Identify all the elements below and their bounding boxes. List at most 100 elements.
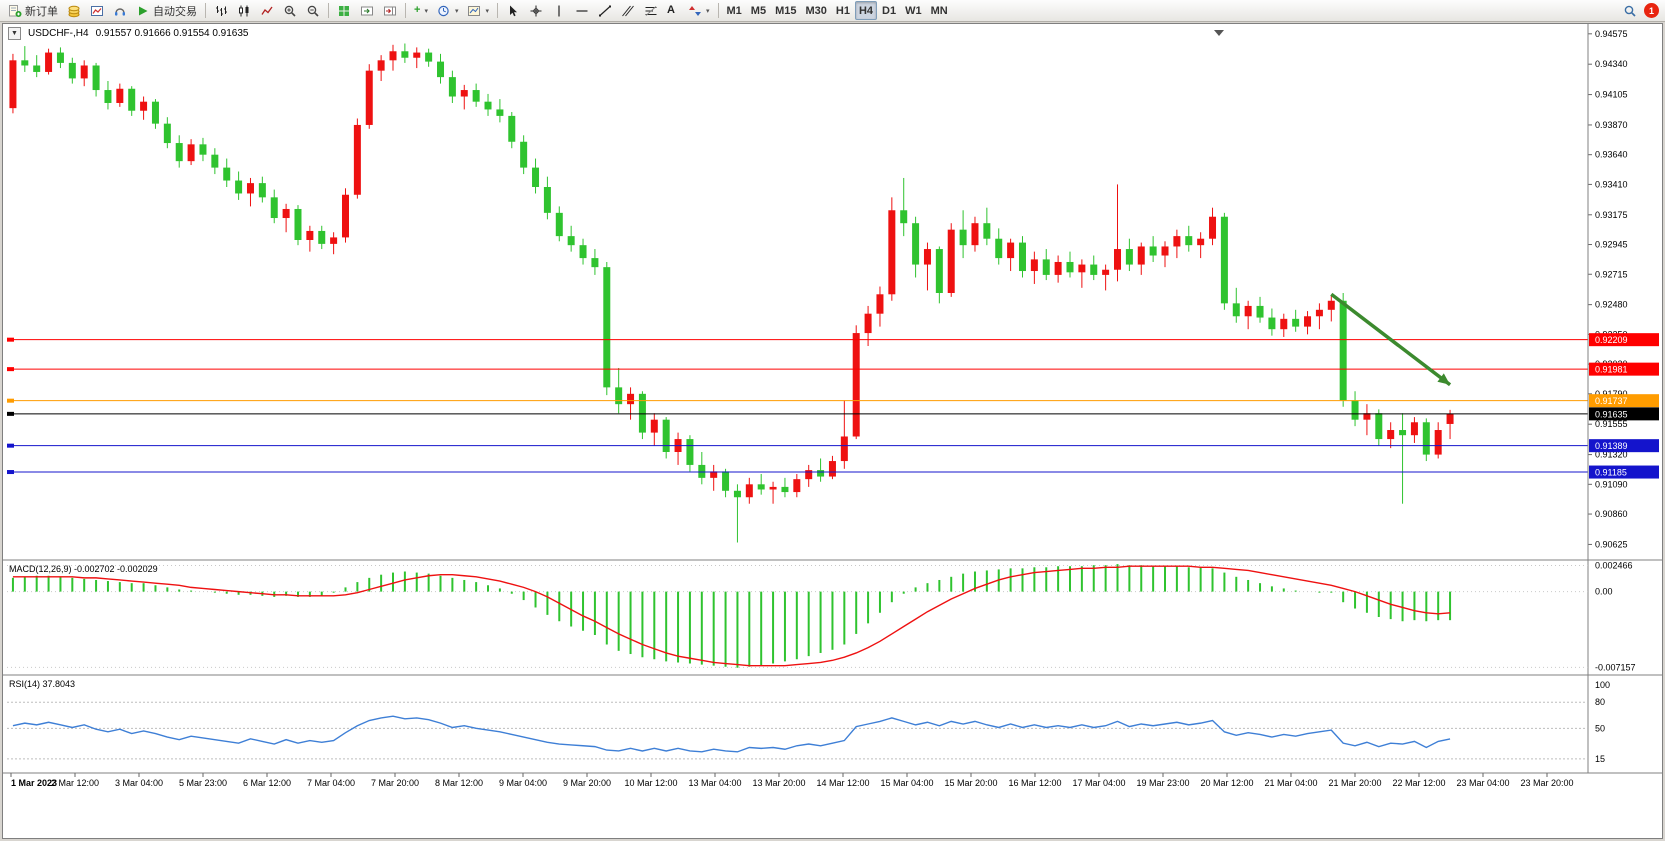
svg-text:0.91090: 0.91090 [1595,479,1628,489]
toolbar-separator [717,3,719,18]
search-button[interactable] [1619,1,1641,20]
text-button[interactable]: A [663,1,683,20]
indicators-plus-icon: + [414,4,421,16]
svg-text:9 Mar 20:00: 9 Mar 20:00 [563,778,611,788]
vertical-line-icon [558,5,560,16]
headset-button[interactable] [109,1,131,20]
chart-window-button[interactable] [86,1,108,20]
svg-text:7 Mar 20:00: 7 Mar 20:00 [371,778,419,788]
chart-window-icon [91,5,103,16]
svg-text:6 Mar 12:00: 6 Mar 12:00 [243,778,291,788]
timeframe-m5-button[interactable]: M5 [747,1,770,20]
chart-dropdown-toggle[interactable]: ▼ [8,27,21,40]
bar-chart-button[interactable] [210,1,232,20]
periods-button[interactable]: ▾ [433,1,463,20]
timeframe-w1-button[interactable]: W1 [901,1,926,20]
new-order-button[interactable]: 新订单 [4,1,62,20]
svg-text:3 Mar 04:00: 3 Mar 04:00 [115,778,163,788]
svg-text:0.94105: 0.94105 [1595,90,1628,100]
equidistant-channel-icon [622,5,634,16]
notification-badge[interactable]: 1 [1644,3,1659,18]
timeframe-mn-button[interactable]: MN [927,1,952,20]
auto-trading-button[interactable]: 自动交易 [132,1,201,20]
auto-trading-label: 自动交易 [153,5,197,18]
svg-text:2 Mar 12:00: 2 Mar 12:00 [51,778,99,788]
svg-text:-0.007157: -0.007157 [1595,662,1636,672]
svg-text:0.91981: 0.91981 [1595,365,1628,375]
rsi-line [12,715,1451,753]
svg-text:0.94575: 0.94575 [1595,29,1628,39]
auto-trading-icon [139,6,148,15]
rsi-axis: 100 80 50 15 [7,680,1610,764]
trend-arrow-annotation[interactable] [1330,292,1452,387]
auto-scroll-button[interactable] [356,1,378,20]
candlestick-chart-button[interactable] [233,1,255,20]
svg-text:80: 80 [1595,697,1605,707]
indicators-button[interactable]: + ▾ [410,1,432,20]
macd-indicator-label: MACD(12,26,9) -0.002702 -0.002029 [9,564,158,574]
svg-text:0.92715: 0.92715 [1595,269,1628,279]
hline-0.91389[interactable] [7,443,1588,448]
vertical-line-button[interactable] [548,1,570,20]
svg-text:8 Mar 12:00: 8 Mar 12:00 [435,778,483,788]
coins-button[interactable] [63,1,85,20]
auto-scroll-icon [361,6,373,15]
chart-ohlc-values: 0.91557 0.91666 0.91554 0.91635 [95,28,249,39]
svg-text:0.90860: 0.90860 [1595,509,1628,519]
crosshair-icon [530,5,542,16]
tile-windows-button[interactable] [333,1,355,20]
timeframe-m1-button[interactable]: M1 [723,1,746,20]
svg-text:10 Mar 12:00: 10 Mar 12:00 [624,778,677,788]
svg-text:0.00: 0.00 [1595,587,1613,597]
chart-shift-marker[interactable] [1214,30,1224,36]
trendline-icon [598,5,611,16]
svg-text:19 Mar 23:00: 19 Mar 23:00 [1136,778,1189,788]
svg-text:0.92945: 0.92945 [1595,240,1628,250]
svg-text:14 Mar 12:00: 14 Mar 12:00 [816,778,869,788]
svg-text:0.94340: 0.94340 [1595,59,1628,69]
hline-0.91981[interactable] [7,367,1588,372]
svg-text:0.91320: 0.91320 [1595,450,1628,460]
svg-text:0.91737: 0.91737 [1595,396,1628,406]
timeframe-h1-button[interactable]: H1 [832,1,854,20]
svg-text:21 Mar 20:00: 21 Mar 20:00 [1328,778,1381,788]
arrows-button[interactable]: ▾ [684,1,714,20]
toolbar-separator [496,3,498,18]
hline-0.91185[interactable] [7,470,1588,475]
horizontal-line-icon [576,9,588,12]
cursor-button[interactable] [502,1,524,20]
crosshair-button[interactable] [525,1,547,20]
chart-canvas[interactable]: 0.94575 0.94340 0.94105 0.93870 0.93640 0.934… [3,24,1662,838]
toolbar-separator [405,3,406,18]
coins-icon [68,5,80,17]
hline-0.91635[interactable] [7,411,1588,416]
main-toolbar: 新订单 自动交易 + ▾ ▾ ▾ [0,0,1665,22]
price-badges: 0.92209 0.91981 0.91737 0.91635 0.91389 0.911… [1589,333,1659,479]
svg-text:0.91555: 0.91555 [1595,419,1628,429]
hline-0.91737[interactable] [7,398,1588,403]
chart-shift-button[interactable] [379,1,401,20]
fibonacci-button[interactable] [640,1,662,20]
line-chart-button[interactable] [256,1,278,20]
hline-0.92209[interactable] [7,337,1588,342]
svg-text:7 Mar 04:00: 7 Mar 04:00 [307,778,355,788]
chevron-down-icon: ▾ [705,7,710,15]
zoom-out-button[interactable] [302,1,324,20]
line-chart-icon [261,6,273,15]
svg-text:13 Mar 04:00: 13 Mar 04:00 [688,778,741,788]
zoom-out-icon [307,5,319,17]
timeframe-m15-button[interactable]: M15 [771,1,800,20]
chart-ohlc-header: ▼ USDCHF-,H4 0.91557 0.91666 0.91554 0.9… [8,27,249,40]
zoom-in-button[interactable] [279,1,301,20]
chevron-down-icon: ▾ [485,7,489,15]
horizontal-line-button[interactable] [571,1,593,20]
chart-symbol-label: USDCHF-,H4 [28,28,89,39]
svg-text:0.91790: 0.91790 [1595,389,1628,399]
trendline-button[interactable] [594,1,616,20]
timeframe-d1-button[interactable]: D1 [878,1,900,20]
timeframe-h4-button[interactable]: H4 [854,1,877,20]
timeframe-m30-button[interactable]: M30 [801,1,830,20]
channel-button[interactable] [617,1,639,20]
templates-button[interactable]: ▾ [463,1,493,20]
new-order-label: 新订单 [25,5,58,18]
